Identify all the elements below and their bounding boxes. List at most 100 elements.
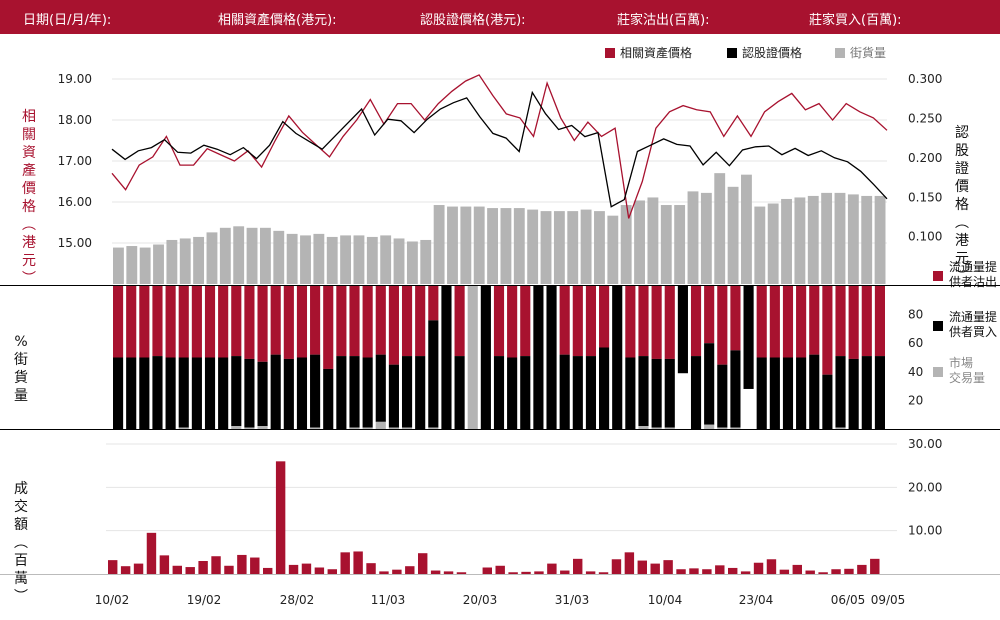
- market-bar: [651, 427, 662, 429]
- turnover-bar: [418, 553, 428, 574]
- share-legend-item: 流通量提 供者買入: [933, 310, 997, 340]
- outstanding-bar: [807, 195, 819, 284]
- outstanding-bar: [487, 208, 498, 284]
- outstanding-bar: [273, 230, 285, 284]
- outstanding-bar: [607, 215, 619, 284]
- buyer-bar: [796, 357, 807, 429]
- seller-bar: [270, 286, 281, 355]
- buyer-bar: [730, 350, 741, 428]
- legend-swatch: [835, 48, 845, 58]
- turnover-bar: [482, 567, 492, 574]
- turnover-bar: [159, 555, 170, 574]
- x-tick-label: 23/04: [739, 593, 774, 607]
- axis-label-char: 街: [14, 352, 28, 368]
- turnover-bar: [611, 559, 622, 574]
- market-bar: [428, 427, 439, 429]
- buyer-bar: [362, 357, 373, 428]
- seller-bar: [415, 286, 426, 357]
- outstanding-bar: [113, 247, 124, 284]
- x-tick-label: 28/02: [280, 593, 315, 607]
- outstanding-bar: [567, 211, 579, 284]
- turnover-bar: [870, 558, 880, 574]
- outstanding-bar: [393, 238, 405, 284]
- seller-bar: [769, 286, 780, 358]
- outstanding-bar: [794, 197, 806, 284]
- seller-bar: [244, 286, 255, 359]
- legend-swatch: [727, 48, 737, 58]
- outstanding-bar: [326, 236, 338, 284]
- seller-bar: [625, 286, 636, 358]
- seller-bar: [401, 286, 413, 357]
- buyer-bar: [454, 356, 465, 429]
- buyer-bar: [559, 354, 570, 429]
- buyer-bar: [651, 358, 662, 428]
- outstanding-bar: [620, 205, 632, 284]
- turnover-bar: [598, 572, 609, 574]
- turnover-bar: [340, 552, 350, 574]
- buyer-bar: [493, 356, 505, 429]
- axis-label-char: 元: [22, 253, 36, 269]
- outstanding-bar: [246, 227, 258, 284]
- seller-bar: [507, 286, 518, 358]
- market-bar: [349, 427, 360, 429]
- outstanding-bar: [513, 208, 525, 284]
- outstanding-bar: [300, 235, 311, 284]
- seller-bar: [428, 286, 439, 321]
- turnover-bar: [508, 572, 518, 574]
- seller-bar: [296, 286, 308, 358]
- turnover-bar: [779, 569, 790, 574]
- turnover-bar: [146, 532, 157, 574]
- turnover-bar: [108, 560, 118, 574]
- y-tick-label-right: 60: [908, 336, 923, 350]
- buyer-bar: [546, 286, 557, 429]
- x-tick-label: 11/03: [371, 593, 406, 607]
- outstanding-bar: [447, 206, 458, 284]
- turnover-bar: [263, 567, 273, 574]
- axis-label-char: 成: [14, 481, 28, 497]
- outstanding-axis-label: % 街貨量: [14, 333, 28, 405]
- turnover-bar: [740, 571, 751, 574]
- legend-label: 流通量提: [949, 310, 998, 324]
- turnover-bar: [766, 559, 777, 574]
- outstanding-bar: [353, 235, 365, 284]
- axis-label-char: ︵: [14, 535, 28, 551]
- market-bar: [310, 427, 321, 429]
- y-tick-label-right: 0.200: [908, 151, 942, 165]
- market-bar: [375, 421, 386, 429]
- buyer-bar: [270, 354, 281, 429]
- turnover-bar: [818, 572, 828, 574]
- turnover-bar: [314, 567, 325, 574]
- turnover-bar: [379, 571, 389, 574]
- turnover-bar: [392, 569, 402, 574]
- buyer-bar: [126, 357, 137, 429]
- turnover-bar: [624, 552, 635, 574]
- market-bar: [467, 286, 478, 429]
- seller-bar: [336, 286, 347, 357]
- seller-bar: [218, 286, 229, 358]
- outstanding-bar: [847, 194, 859, 284]
- buyer-bar: [191, 357, 202, 429]
- date-label: 日期(日/月/年):: [23, 13, 112, 28]
- seller-bar: [310, 286, 321, 355]
- buyer-bar: [599, 347, 610, 429]
- y-tick-label-right: 20.00: [908, 480, 942, 494]
- axis-label-char: 量: [14, 388, 28, 404]
- y-tick-label-left: 19.00: [58, 72, 92, 86]
- x-tick-label: 19/02: [187, 593, 222, 607]
- legend-item-warrant: 認股證價格: [727, 44, 802, 61]
- warrant-price-line: [111, 90, 888, 208]
- outstanding-bar: [139, 247, 151, 284]
- buyer-bar: [572, 356, 583, 429]
- buyer-bar: [244, 358, 255, 428]
- x-tick-label: 10/04: [648, 593, 683, 607]
- buyer-bar: [533, 286, 544, 429]
- seller-bar: [113, 286, 124, 358]
- buyer-bar: [677, 286, 688, 374]
- outstanding-bar: [340, 235, 352, 284]
- seller-bar: [375, 286, 386, 355]
- outstanding-bar: [767, 203, 779, 284]
- outstanding-bar: [206, 232, 218, 284]
- legend-swatch: [933, 321, 943, 331]
- seller-bar: [599, 286, 610, 348]
- axis-label-char: ︶: [22, 271, 36, 287]
